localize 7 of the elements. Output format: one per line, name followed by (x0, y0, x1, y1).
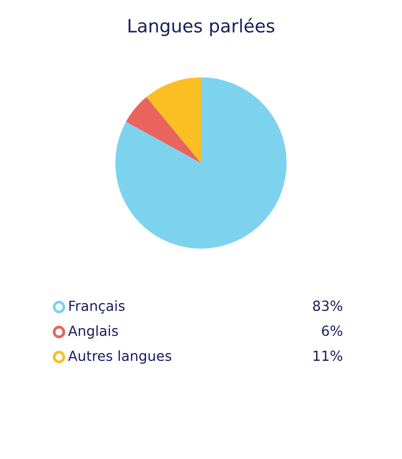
legend-label: Autres langues (68, 350, 172, 364)
data-label: 6% (322, 326, 342, 336)
data-label: 83% (313, 300, 342, 312)
legend-label: Anglais (68, 325, 118, 339)
legend-label: Français (69, 300, 125, 314)
data-label: 11% (314, 350, 342, 362)
chart-title: Langues parlées (128, 18, 274, 36)
